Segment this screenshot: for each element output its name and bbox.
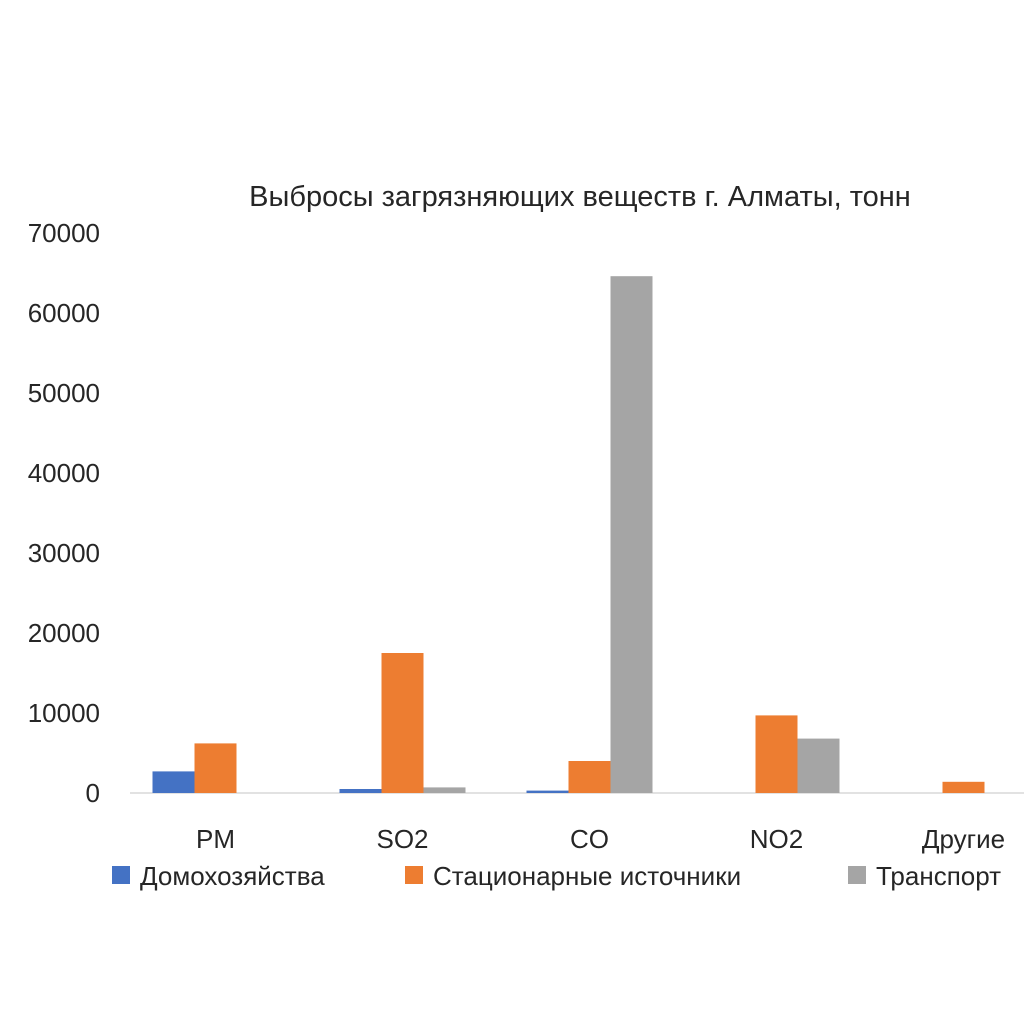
bar-co-series-2 (568, 761, 611, 793)
x-tick-label: Другие (922, 824, 1005, 854)
legend-label: Домохозяйства (140, 861, 325, 891)
bar-другие-series-2 (942, 781, 985, 793)
x-tick-label: SO2 (376, 824, 428, 854)
bar-so2-series-2 (381, 653, 424, 793)
bar-so2-series-3 (423, 787, 466, 793)
bar-so2-series-1 (339, 789, 382, 793)
y-tick-label: 10000 (28, 698, 100, 728)
bar-co-series-1 (526, 790, 569, 793)
x-tick-label: NO2 (750, 824, 803, 854)
legend: Домохозяйства Стационарные источники Транс… (112, 861, 1001, 891)
legend-swatch (848, 866, 866, 884)
legend-swatch (112, 866, 130, 884)
bar-no2-series-3 (797, 738, 840, 793)
bars (152, 276, 985, 793)
chart-title: Выбросы загрязняющих веществ г. Алматы, … (249, 181, 911, 213)
legend-label: Транспорт (876, 861, 1001, 891)
y-tick-label: 60000 (28, 298, 100, 328)
bar-co-series-3 (610, 276, 653, 793)
x-tick-label: PM (196, 824, 235, 854)
x-axis: PM SO2 CO NO2 Другие (196, 824, 1005, 854)
bar-pm-series-1 (152, 771, 195, 793)
bar-no2-series-2 (755, 715, 798, 793)
legend-label: Стационарные источники (433, 861, 741, 891)
x-tick-label: CO (570, 824, 609, 854)
y-tick-label: 70000 (28, 218, 100, 248)
y-tick-label: 30000 (28, 538, 100, 568)
bar-pm-series-2 (194, 743, 237, 793)
legend-swatch (405, 866, 423, 884)
y-tick-label: 40000 (28, 458, 100, 488)
y-tick-label: 50000 (28, 378, 100, 408)
y-tick-label: 20000 (28, 618, 100, 648)
y-axis: 0 10000 20000 30000 40000 50000 60000 70000 (28, 218, 100, 808)
y-tick-label: 0 (86, 778, 100, 808)
